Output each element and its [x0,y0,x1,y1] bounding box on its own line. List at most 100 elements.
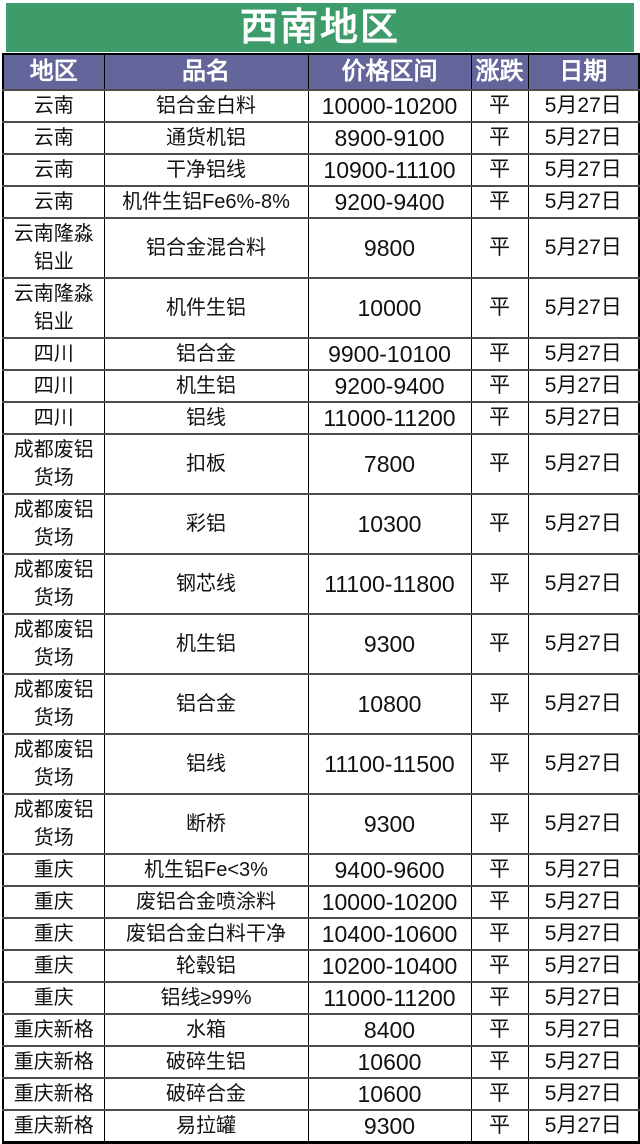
region-cell: 成都废铝货场 [2,553,105,614]
product-cell: 干净铝线 [103,153,309,186]
product-cell: 铝合金混合料 [103,217,309,278]
change-cell: 平 [470,1109,529,1143]
price-cell: 10600 [307,1077,472,1110]
date-cell: 5月27日 [527,433,640,494]
table-row: 重庆新格 易拉罐 9300 平 5月27日 [2,1109,640,1143]
change-cell: 平 [470,733,529,794]
region-cell: 重庆 [2,949,105,982]
change-cell: 平 [470,401,529,434]
change-cell: 平 [470,853,529,886]
price-cell: 10000-10200 [307,885,472,918]
date-cell: 5月27日 [527,493,640,554]
date-cell: 5月27日 [527,885,640,918]
region-cell: 四川 [2,401,105,434]
table-row: 成都废铝货场 机生铝 9300 平 5月27日 [2,613,640,674]
change-cell: 平 [470,433,529,494]
table-row: 云南 机件生铝Fe6%-8% 9200-9400 平 5月27日 [2,185,640,218]
product-cell: 铝合金 [103,337,309,370]
price-table: 地区 品名 价格区间 涨跌 日期 云南 铝合金白料 10000-10200 平 5月27日 云南通… [2,53,640,1144]
price-cell: 11100-11800 [307,553,472,614]
price-cell: 8400 [307,1013,472,1046]
change-cell: 平 [470,277,529,338]
change-cell: 平 [470,121,529,154]
product-cell: 彩铝 [103,493,309,554]
product-cell: 机件生铝Fe6%-8% [103,185,309,218]
table-row: 重庆 废铝合金喷涂料 10000-10200 平 5月27日 [2,885,640,918]
change-cell: 平 [470,369,529,402]
region-title-bar: 西南地区 [6,3,634,52]
date-cell: 5月27日 [527,185,640,218]
table-row: 重庆 机生铝Fe<3% 9400-9600 平 5月27日 [2,853,640,886]
price-cell: 9900-10100 [307,337,472,370]
price-cell: 10000 [307,277,472,338]
price-cell: 9300 [307,1109,472,1143]
change-cell: 平 [470,885,529,918]
table-row: 云南 铝合金白料 10000-10200 平 5月27日 [2,89,640,122]
change-cell: 平 [470,337,529,370]
product-cell: 废铝合金喷涂料 [103,885,309,918]
product-cell: 易拉罐 [103,1109,309,1143]
table-row: 云南隆淼铝业 铝合金混合料 9800 平 5月27日 [2,217,640,278]
product-cell: 钢芯线 [103,553,309,614]
change-cell: 平 [470,917,529,950]
price-cell: 9300 [307,793,472,854]
price-cell: 9200-9400 [307,185,472,218]
price-cell: 9800 [307,217,472,278]
table-row: 云南隆淼铝业 机件生铝 10000 平 5月27日 [2,277,640,338]
header-row: 地区 品名 价格区间 涨跌 日期 [2,53,640,91]
date-cell: 5月27日 [527,613,640,674]
change-cell: 平 [470,185,529,218]
table-row: 重庆 轮毂铝 10200-10400 平 5月27日 [2,949,640,982]
date-cell: 5月27日 [527,217,640,278]
date-cell: 5月27日 [527,733,640,794]
price-cell: 10000-10200 [307,89,472,122]
region-cell: 重庆 [2,853,105,886]
date-cell: 5月27日 [527,337,640,370]
change-cell: 平 [470,1013,529,1046]
date-cell: 5月27日 [527,277,640,338]
region-cell: 成都废铝货场 [2,733,105,794]
region-cell: 四川 [2,369,105,402]
table-row: 重庆 废铝合金白料干净 10400-10600 平 5月27日 [2,917,640,950]
change-cell: 平 [470,793,529,854]
region-cell: 成都废铝货场 [2,433,105,494]
price-cell: 10800 [307,673,472,734]
price-cell: 11100-11500 [307,733,472,794]
change-cell: 平 [470,613,529,674]
date-cell: 5月27日 [527,153,640,186]
date-cell: 5月27日 [527,793,640,854]
region-cell: 云南 [2,153,105,186]
date-cell: 5月27日 [527,949,640,982]
table-row: 成都废铝货场 钢芯线 11100-11800 平 5月27日 [2,553,640,614]
region-cell: 云南隆淼铝业 [2,277,105,338]
product-cell: 铝合金白料 [103,89,309,122]
price-cell: 10300 [307,493,472,554]
table-row: 成都废铝货场 铝线 11100-11500 平 5月27日 [2,733,640,794]
price-cell: 10200-10400 [307,949,472,982]
product-cell: 水箱 [103,1013,309,1046]
table-row: 重庆新格 破碎生铝 10600 平 5月27日 [2,1045,640,1078]
product-cell: 铝线 [103,401,309,434]
change-cell: 平 [470,1077,529,1110]
product-cell: 机件生铝 [103,277,309,338]
price-cell: 7800 [307,433,472,494]
price-cell: 9200-9400 [307,369,472,402]
date-cell: 5月27日 [527,401,640,434]
date-cell: 5月27日 [527,1109,640,1143]
region-cell: 重庆 [2,917,105,950]
table-row: 云南 干净铝线 10900-11100 平 5月27日 [2,153,640,186]
region-cell: 云南 [2,89,105,122]
price-cell: 11000-11200 [307,401,472,434]
region-cell: 重庆 [2,981,105,1014]
date-cell: 5月27日 [527,917,640,950]
column-header-product: 品名 [103,53,309,91]
table-row: 云南 通货机铝 8900-9100 平 5月27日 [2,121,640,154]
price-cell: 10400-10600 [307,917,472,950]
date-cell: 5月27日 [527,553,640,614]
product-cell: 扣板 [103,433,309,494]
table-row: 重庆新格 水箱 8400 平 5月27日 [2,1013,640,1046]
product-cell: 通货机铝 [103,121,309,154]
region-cell: 重庆新格 [2,1077,105,1110]
product-cell: 废铝合金白料干净 [103,917,309,950]
